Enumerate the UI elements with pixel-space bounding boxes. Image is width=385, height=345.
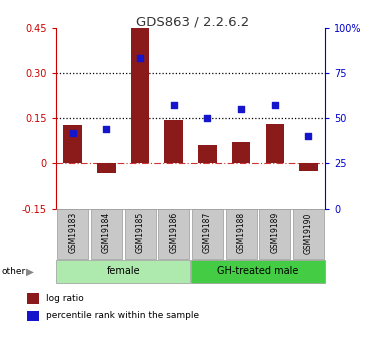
Bar	[191, 260, 325, 283]
Text: GSM19183: GSM19183	[68, 212, 77, 254]
Text: ▶: ▶	[26, 267, 34, 277]
Text: percentile rank within the sample: percentile rank within the sample	[46, 311, 199, 320]
Text: GSM19189: GSM19189	[270, 212, 279, 254]
Bar	[259, 209, 290, 259]
Text: GSM19190: GSM19190	[304, 212, 313, 254]
Bar	[226, 209, 256, 259]
Point	[70, 130, 76, 135]
Bar	[131, 28, 149, 164]
Bar	[27, 310, 39, 321]
Point	[204, 115, 211, 121]
Text: GH-treated male: GH-treated male	[217, 266, 299, 276]
Text: log ratio: log ratio	[46, 294, 84, 303]
Bar	[198, 145, 217, 164]
Text: GSM19186: GSM19186	[169, 212, 178, 254]
Point	[171, 103, 177, 108]
Bar	[57, 209, 88, 259]
Bar	[232, 142, 250, 164]
Point	[305, 134, 311, 139]
Point	[238, 106, 244, 112]
Bar	[57, 260, 190, 283]
Bar	[293, 209, 324, 259]
Text: female: female	[106, 266, 140, 276]
Bar	[164, 120, 183, 164]
Text: GDS863 / 2.2.6.2: GDS863 / 2.2.6.2	[136, 16, 249, 29]
Bar	[27, 293, 39, 304]
Text: GSM19188: GSM19188	[237, 212, 246, 253]
Bar	[158, 209, 189, 259]
Point	[272, 103, 278, 108]
Text: GSM19185: GSM19185	[136, 212, 144, 254]
Text: GSM19184: GSM19184	[102, 212, 111, 254]
Bar	[299, 164, 318, 171]
Point	[137, 56, 143, 61]
Text: other: other	[2, 267, 26, 276]
Bar	[97, 164, 115, 172]
Bar	[124, 209, 156, 259]
Point	[103, 126, 109, 132]
Bar	[266, 124, 284, 164]
Bar	[91, 209, 122, 259]
Bar	[192, 209, 223, 259]
Text: GSM19187: GSM19187	[203, 212, 212, 254]
Bar	[64, 125, 82, 164]
